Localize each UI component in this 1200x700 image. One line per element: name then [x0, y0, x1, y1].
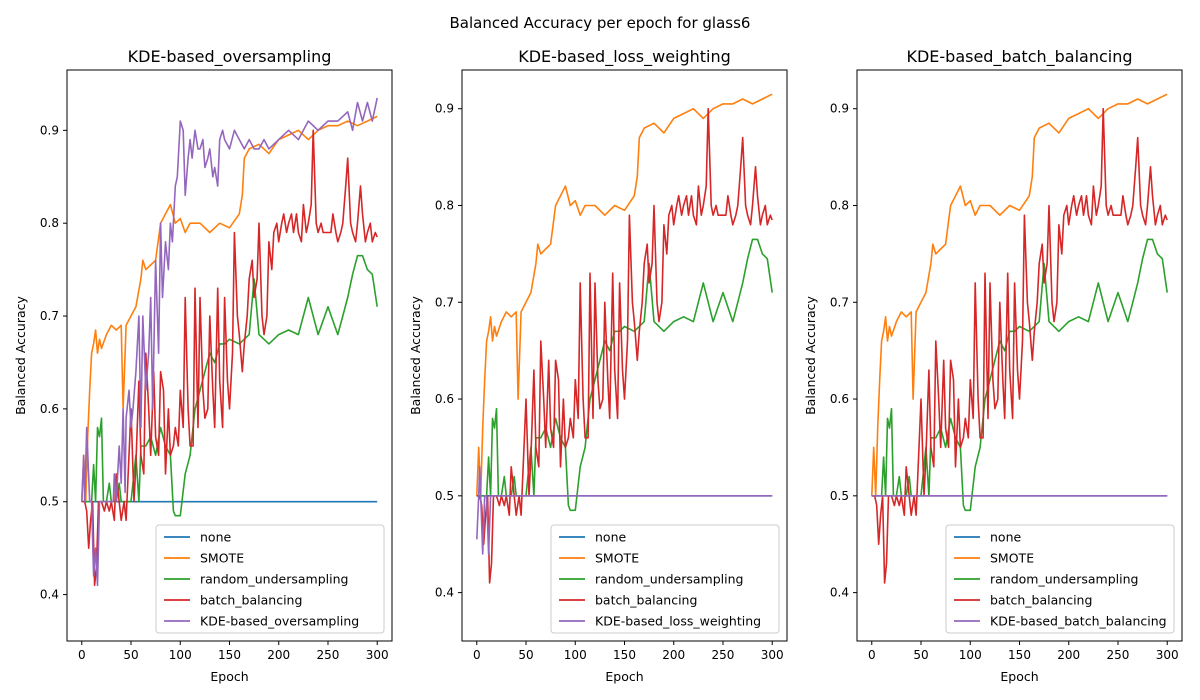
- figure-title: Balanced Accuracy per epoch for glass6: [450, 14, 751, 32]
- x-tick-label: 100: [564, 648, 587, 662]
- y-tick-label: 0.7: [830, 295, 849, 309]
- y-tick-label: 0.4: [830, 586, 849, 600]
- x-tick-label: 300: [761, 648, 784, 662]
- y-tick-label: 0.8: [830, 198, 849, 212]
- legend-label-smote: SMOTE: [595, 551, 639, 566]
- x-tick-label: 100: [959, 648, 982, 662]
- subplots: KDE-based_oversampling 0 50 100 150 200 250 300…: [13, 47, 1183, 684]
- legend: none SMOTE random_undersampling batch_balan…: [155, 524, 385, 634]
- x-axis-label: Epoch: [605, 669, 643, 684]
- x-tick-label: 0: [868, 648, 876, 662]
- x-tick-label: 0: [78, 648, 86, 662]
- y-tick-label: 0.9: [830, 102, 849, 116]
- x-axis-label: Epoch: [210, 669, 248, 684]
- x-tick-label: 150: [1008, 648, 1031, 662]
- x-tick-label: 300: [366, 648, 389, 662]
- y-tick-label: 0.4: [40, 588, 59, 602]
- y-tick-label: 0.8: [435, 198, 454, 212]
- series-line-batch-balancing: [81, 129, 378, 587]
- y-tick-label: 0.9: [40, 123, 59, 137]
- series-lines: [476, 93, 773, 584]
- x-tick-label: 300: [1156, 648, 1179, 662]
- legend-box: [155, 524, 385, 634]
- y-tick-label: 0.6: [435, 392, 454, 406]
- legend-label-smote: SMOTE: [200, 551, 244, 566]
- y-axis-label: Balanced Accuracy: [408, 295, 423, 414]
- legend-label-smote: SMOTE: [990, 551, 1034, 566]
- series-line-random-undersampling: [476, 238, 773, 512]
- subplot-title: KDE-based_loss_weighting: [518, 47, 731, 67]
- x-tick-label: 200: [267, 648, 290, 662]
- y-tick-label: 0.9: [435, 102, 454, 116]
- y-tick-label: 0.5: [830, 489, 849, 503]
- subplot-title: KDE-based_oversampling: [128, 47, 332, 67]
- legend-label-batch-balancing: batch_balancing: [990, 593, 1092, 608]
- legend: none SMOTE random_undersampling batch_balan…: [550, 524, 780, 634]
- series-line-smote: [871, 93, 1168, 497]
- y-tick-label: 0.7: [435, 295, 454, 309]
- x-tick-label: 250: [1107, 648, 1130, 662]
- series-lines: [81, 97, 378, 587]
- subplot-title: KDE-based_batch_balancing: [906, 47, 1132, 67]
- y-axis-label: Balanced Accuracy: [803, 295, 818, 414]
- y-tick-label: 0.4: [435, 586, 454, 600]
- x-tick-label: 100: [169, 648, 192, 662]
- legend-label-none: none: [990, 530, 1021, 545]
- series-line-smote: [476, 93, 773, 497]
- series-line-smote: [81, 115, 378, 503]
- legend-box: [945, 524, 1175, 634]
- subplot-kde-based-batch-balancing: KDE-based_batch_balancing 0 50 100 150 200 250…: [803, 47, 1183, 684]
- legend-label-kde-based-loss-weighting: KDE-based_loss_weighting: [595, 614, 761, 629]
- legend: none SMOTE random_undersampling batch_balan…: [945, 524, 1175, 634]
- x-tick-label: 200: [662, 648, 685, 662]
- series-line-random-undersampling: [81, 254, 378, 517]
- y-tick-label: 0.6: [830, 392, 849, 406]
- series-line-random-undersampling: [871, 238, 1168, 512]
- x-tick-label: 0: [473, 648, 481, 662]
- x-tick-label: 250: [317, 648, 340, 662]
- legend-label-kde-based-oversampling: KDE-based_oversampling: [200, 614, 359, 629]
- x-tick-label: 200: [1057, 648, 1080, 662]
- legend-label-random-undersampling: random_undersampling: [990, 572, 1138, 587]
- series-line-kde-based-oversampling: [81, 97, 378, 587]
- series-lines: [871, 93, 1168, 584]
- y-tick-label: 0.7: [40, 309, 59, 323]
- x-axis-label: Epoch: [1000, 669, 1038, 684]
- x-tick-label: 50: [518, 648, 533, 662]
- legend-label-none: none: [595, 530, 626, 545]
- subplot-kde-based-loss-weighting: KDE-based_loss_weighting 0 50 100 150 200 250 3…: [408, 47, 788, 684]
- x-tick-label: 50: [123, 648, 138, 662]
- x-tick-label: 50: [913, 648, 928, 662]
- x-tick-label: 150: [613, 648, 636, 662]
- y-tick-label: 0.8: [40, 216, 59, 230]
- legend-label-random-undersampling: random_undersampling: [595, 572, 743, 587]
- x-tick-label: 150: [218, 648, 241, 662]
- y-axis-label: Balanced Accuracy: [13, 295, 28, 414]
- series-line-batch-balancing: [871, 107, 1168, 584]
- legend-box: [550, 524, 780, 634]
- y-tick-label: 0.5: [40, 495, 59, 509]
- legend-label-batch-balancing: batch_balancing: [200, 593, 302, 608]
- series-line-kde-based-loss-weighting: [476, 465, 773, 555]
- y-tick-label: 0.5: [435, 489, 454, 503]
- legend-label-kde-based-batch-balancing: KDE-based_batch_balancing: [990, 614, 1167, 629]
- x-tick-label: 250: [712, 648, 735, 662]
- legend-label-random-undersampling: random_undersampling: [200, 572, 348, 587]
- subplot-kde-based-oversampling: KDE-based_oversampling 0 50 100 150 200 250 300…: [13, 47, 393, 684]
- legend-label-none: none: [200, 530, 231, 545]
- series-line-batch-balancing: [476, 107, 773, 584]
- y-tick-label: 0.6: [40, 402, 59, 416]
- legend-label-batch-balancing: batch_balancing: [595, 593, 697, 608]
